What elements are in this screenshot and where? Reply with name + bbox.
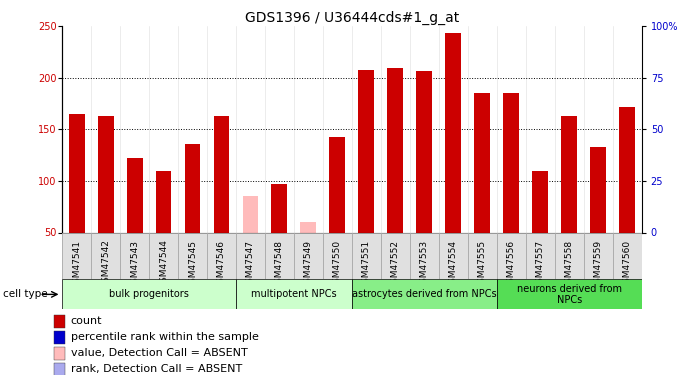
Bar — [213, 116, 230, 232]
Text: multipotent NPCs: multipotent NPCs — [251, 290, 337, 299]
Text: count: count — [70, 316, 102, 327]
Bar — [352, 232, 381, 279]
Bar — [619, 106, 635, 232]
Bar — [439, 232, 468, 279]
Bar — [561, 116, 578, 232]
Text: GSM47553: GSM47553 — [420, 240, 429, 289]
Bar — [294, 232, 323, 279]
Bar — [184, 144, 201, 232]
Bar — [497, 279, 642, 309]
Text: rank, Detection Call = ABSENT: rank, Detection Call = ABSENT — [70, 364, 242, 374]
Bar — [387, 68, 404, 232]
Text: GSM47557: GSM47557 — [535, 240, 545, 289]
Bar — [532, 171, 549, 232]
Text: percentile rank within the sample: percentile rank within the sample — [70, 332, 259, 342]
Bar — [445, 33, 462, 232]
Bar — [207, 232, 236, 279]
Bar — [474, 93, 491, 232]
Bar — [62, 232, 91, 279]
Text: GSM47542: GSM47542 — [101, 240, 110, 288]
Bar — [178, 232, 207, 279]
Title: GDS1396 / U36444cds#1_g_at: GDS1396 / U36444cds#1_g_at — [245, 11, 459, 25]
Bar — [410, 232, 439, 279]
Text: GSM47544: GSM47544 — [159, 240, 168, 288]
Text: GSM47554: GSM47554 — [448, 240, 458, 288]
Bar — [590, 147, 607, 232]
Bar — [149, 232, 178, 279]
Bar — [68, 114, 85, 232]
Bar — [584, 232, 613, 279]
Text: GSM47541: GSM47541 — [72, 240, 81, 288]
Bar — [503, 93, 520, 232]
Bar — [381, 232, 410, 279]
Bar — [242, 196, 259, 232]
Bar — [526, 232, 555, 279]
Bar — [555, 232, 584, 279]
Bar — [271, 184, 288, 232]
Bar — [265, 232, 294, 279]
Bar — [300, 222, 317, 232]
Bar — [54, 347, 65, 360]
Text: GSM47558: GSM47558 — [564, 240, 574, 289]
Bar — [97, 116, 114, 232]
Bar — [54, 331, 65, 344]
Text: GSM47549: GSM47549 — [304, 240, 313, 288]
Text: GSM47559: GSM47559 — [593, 240, 603, 289]
Bar — [323, 232, 352, 279]
Bar — [54, 315, 65, 328]
Text: GSM47547: GSM47547 — [246, 240, 255, 288]
Bar — [416, 70, 433, 232]
Bar — [497, 232, 526, 279]
Text: GSM47546: GSM47546 — [217, 240, 226, 288]
Bar — [329, 136, 346, 232]
Text: GSM47551: GSM47551 — [362, 240, 371, 289]
Text: GSM47552: GSM47552 — [391, 240, 400, 288]
Bar — [468, 232, 497, 279]
Bar — [236, 232, 265, 279]
Text: value, Detection Call = ABSENT: value, Detection Call = ABSENT — [70, 348, 247, 358]
Text: GSM47548: GSM47548 — [275, 240, 284, 288]
Bar — [120, 232, 149, 279]
Bar — [613, 232, 642, 279]
Text: GSM47555: GSM47555 — [477, 240, 487, 289]
Text: GSM47543: GSM47543 — [130, 240, 139, 288]
Bar — [54, 363, 65, 375]
Text: neurons derived from
NPCs: neurons derived from NPCs — [517, 284, 622, 305]
Text: astrocytes derived from NPCs: astrocytes derived from NPCs — [352, 290, 497, 299]
Bar — [236, 279, 352, 309]
Text: cell type: cell type — [3, 290, 48, 299]
Bar — [155, 171, 172, 232]
Bar — [352, 279, 497, 309]
Bar — [126, 158, 143, 232]
Bar — [358, 70, 375, 232]
Text: GSM47560: GSM47560 — [622, 240, 632, 289]
Text: GSM47545: GSM47545 — [188, 240, 197, 288]
Bar — [91, 232, 120, 279]
Text: GSM47556: GSM47556 — [506, 240, 516, 289]
Text: GSM47550: GSM47550 — [333, 240, 342, 289]
Text: bulk progenitors: bulk progenitors — [109, 290, 189, 299]
Bar — [62, 279, 236, 309]
